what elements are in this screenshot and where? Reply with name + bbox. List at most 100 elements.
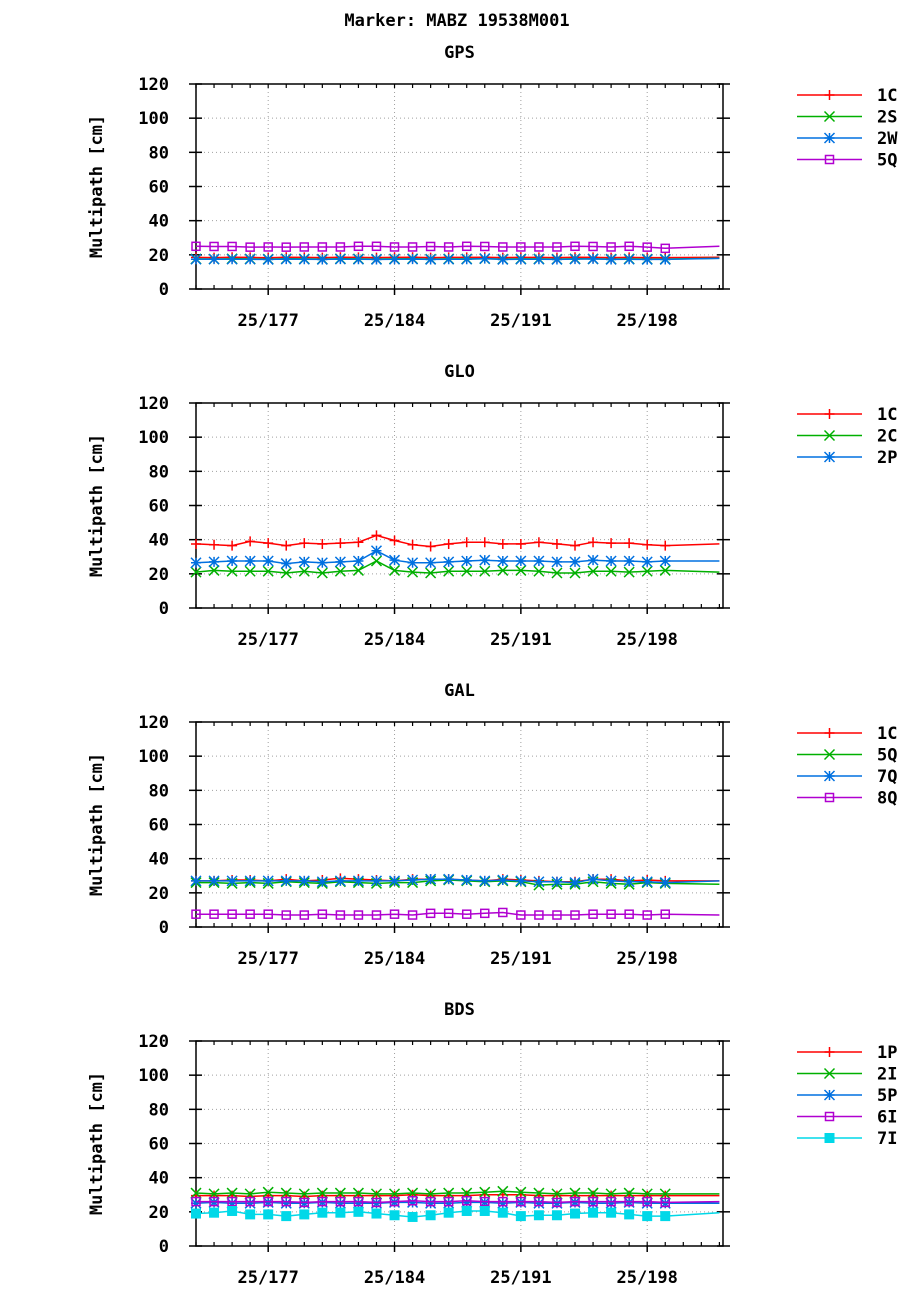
panel-glo-series-2c-point	[370, 555, 383, 567]
legend-entry-6i: 6I	[797, 1108, 897, 1128]
panel-glo-series-1c-point	[624, 538, 635, 549]
panel-gps-ylabel: Multipath [cm]	[87, 115, 107, 258]
panel-glo-series-2p-point	[569, 556, 581, 568]
panel-glo-series-2c-point	[244, 565, 256, 577]
panel-glo-series-1c-point	[209, 539, 220, 550]
panel-bds-series-7i-point	[443, 1207, 454, 1218]
y-tick-label: 0	[159, 918, 169, 938]
panel-glo-series-2p-point	[425, 557, 437, 569]
panel-bds-series-5p-point	[370, 1197, 383, 1209]
panel-bds-series-5p-point	[316, 1196, 328, 1208]
panel-gal-series-8q-point	[407, 910, 418, 920]
panel-glo-series-2p-point	[226, 555, 238, 567]
x-tick-label: 25/177	[237, 1268, 298, 1288]
y-tick-label: 100	[138, 109, 169, 129]
panel-bds-series-5p-point	[641, 1197, 653, 1209]
panel-bds-series-7i-point	[353, 1206, 364, 1217]
panel-glo-series-2c-point	[443, 565, 455, 577]
legend-marker	[824, 154, 835, 165]
panel-glo-series-2p-point	[605, 555, 617, 567]
panel-gps-series-5q-line	[195, 245, 720, 250]
panel-gps-series-2w-point	[605, 253, 617, 265]
panel-bds-series-7i-point	[389, 1210, 400, 1221]
panel-bds-series-5p-point	[280, 1197, 292, 1209]
panel-glo-ylabel: Multipath [cm]	[87, 434, 107, 577]
panel-bds-series-6i-point	[227, 1196, 237, 1207]
panel-gps-series-2w-point	[425, 253, 437, 265]
legend-label: 5Q	[877, 151, 897, 171]
panel-glo-series-2c-point	[280, 567, 292, 579]
legend-entry-2c: 2C	[797, 427, 897, 447]
panel-gps-series-5q-point	[389, 242, 400, 252]
panel-bds-series-5p-point	[623, 1196, 635, 1208]
y-tick-label: 40	[149, 1169, 169, 1189]
panel-bds-series-2i-point	[370, 1188, 383, 1200]
panel-gps-series-2w-point	[641, 253, 653, 265]
panel-gal-series-8q-point	[588, 909, 598, 919]
panel-gal-series-7q-point	[334, 875, 346, 887]
panel-gal-series-7q-point	[407, 874, 419, 886]
panel-bds-series-2i-point	[262, 1186, 274, 1198]
panel-glo: GLO 25/177 25/184 25/191 25/198 0 20 40 60 80 100 1…	[87, 362, 897, 650]
y-tick-label: 0	[159, 1237, 169, 1257]
panel-gal-series-8q-point	[281, 910, 291, 920]
panel-bds-series-2i	[190, 1185, 720, 1200]
panel-bds-series-5p-point	[262, 1196, 274, 1208]
panel-glo-series-2c-point	[641, 565, 653, 577]
panel-gps-series-5q-point	[461, 241, 472, 252]
panel-gps-series-2w-point	[190, 253, 202, 265]
panel-glo-series-1c-point	[570, 540, 581, 551]
panel-bds-series-6i-point	[443, 1196, 454, 1207]
legend-label: 1C	[877, 724, 897, 744]
panel-gal-series-7q-point	[425, 873, 437, 885]
panel-gps-series-5q-point	[245, 242, 255, 252]
y-tick-label: 120	[138, 75, 169, 95]
panel-gal-series-7q-point	[623, 876, 635, 888]
y-tick-label: 40	[149, 531, 169, 551]
panel-gps-series-5q-point	[516, 242, 526, 252]
panel-bds-series-7i-point	[515, 1211, 526, 1222]
panel-gal-series-7q-point	[587, 873, 599, 885]
panel-glo-series-2c-point	[190, 566, 202, 578]
panel-gps-series-5q-point	[317, 242, 328, 252]
panel-bds-series-2i-point	[443, 1187, 455, 1199]
panel-bds-series-1p-line	[196, 1194, 720, 1198]
panel-gal-series-7q-point	[208, 875, 220, 887]
panel-glo-series-1c-point	[353, 537, 364, 548]
panel-bds-series-7i-point	[371, 1208, 382, 1219]
panel-bds-series-6i-point	[624, 1196, 634, 1207]
panel-glo-series-2c-point	[479, 565, 491, 577]
panel-gps-series-5q-point	[263, 242, 273, 252]
legend-marker	[823, 1067, 836, 1080]
panel-bds-series-2i-line	[195, 1190, 720, 1195]
panel-gal-series-7q-point	[497, 874, 509, 886]
legend-entry-7i: 7I	[797, 1129, 897, 1149]
panel-gps-series-5q-point	[191, 241, 201, 252]
panel-bds-series-6i-point	[570, 1196, 580, 1207]
y-tick-label: 120	[138, 1032, 169, 1052]
panel-bds-series-7i-point	[497, 1207, 508, 1218]
panel-bds-series-2i-point	[623, 1187, 635, 1199]
panel-glo-series-2c-point	[623, 566, 635, 578]
panel-gal-series-7q-point	[262, 875, 274, 887]
panel-gps-series-5q-point	[281, 242, 291, 252]
panel-gal-title: GAL	[444, 681, 475, 701]
panel-glo-series-1c-point	[389, 535, 400, 546]
panel-gal-series-8q-point	[245, 909, 255, 919]
panel-glo-series-1c-point	[479, 537, 490, 548]
legend-entry-5p: 5P	[797, 1086, 897, 1106]
panel-gal-series-8q-point	[299, 910, 310, 920]
legend-entry-2i: 2I	[797, 1065, 897, 1085]
legend-marker	[824, 1111, 835, 1122]
panel-glo-series-2p-point	[659, 555, 671, 567]
panel-glo-series-1c-point	[227, 540, 238, 551]
legend-marker	[823, 770, 836, 782]
panel-bds-series-7i-point	[606, 1207, 617, 1218]
legend-marker	[824, 792, 835, 803]
panel-glo-series-1c-point	[551, 538, 562, 549]
panel-bds-series-7i-point	[191, 1208, 201, 1219]
panel-bds-series-7i	[191, 1205, 720, 1222]
panel-gps-series-2w	[190, 253, 720, 265]
panel-gps-series-2w-point	[262, 253, 274, 265]
panel-bds-series-5p-point	[443, 1197, 455, 1209]
